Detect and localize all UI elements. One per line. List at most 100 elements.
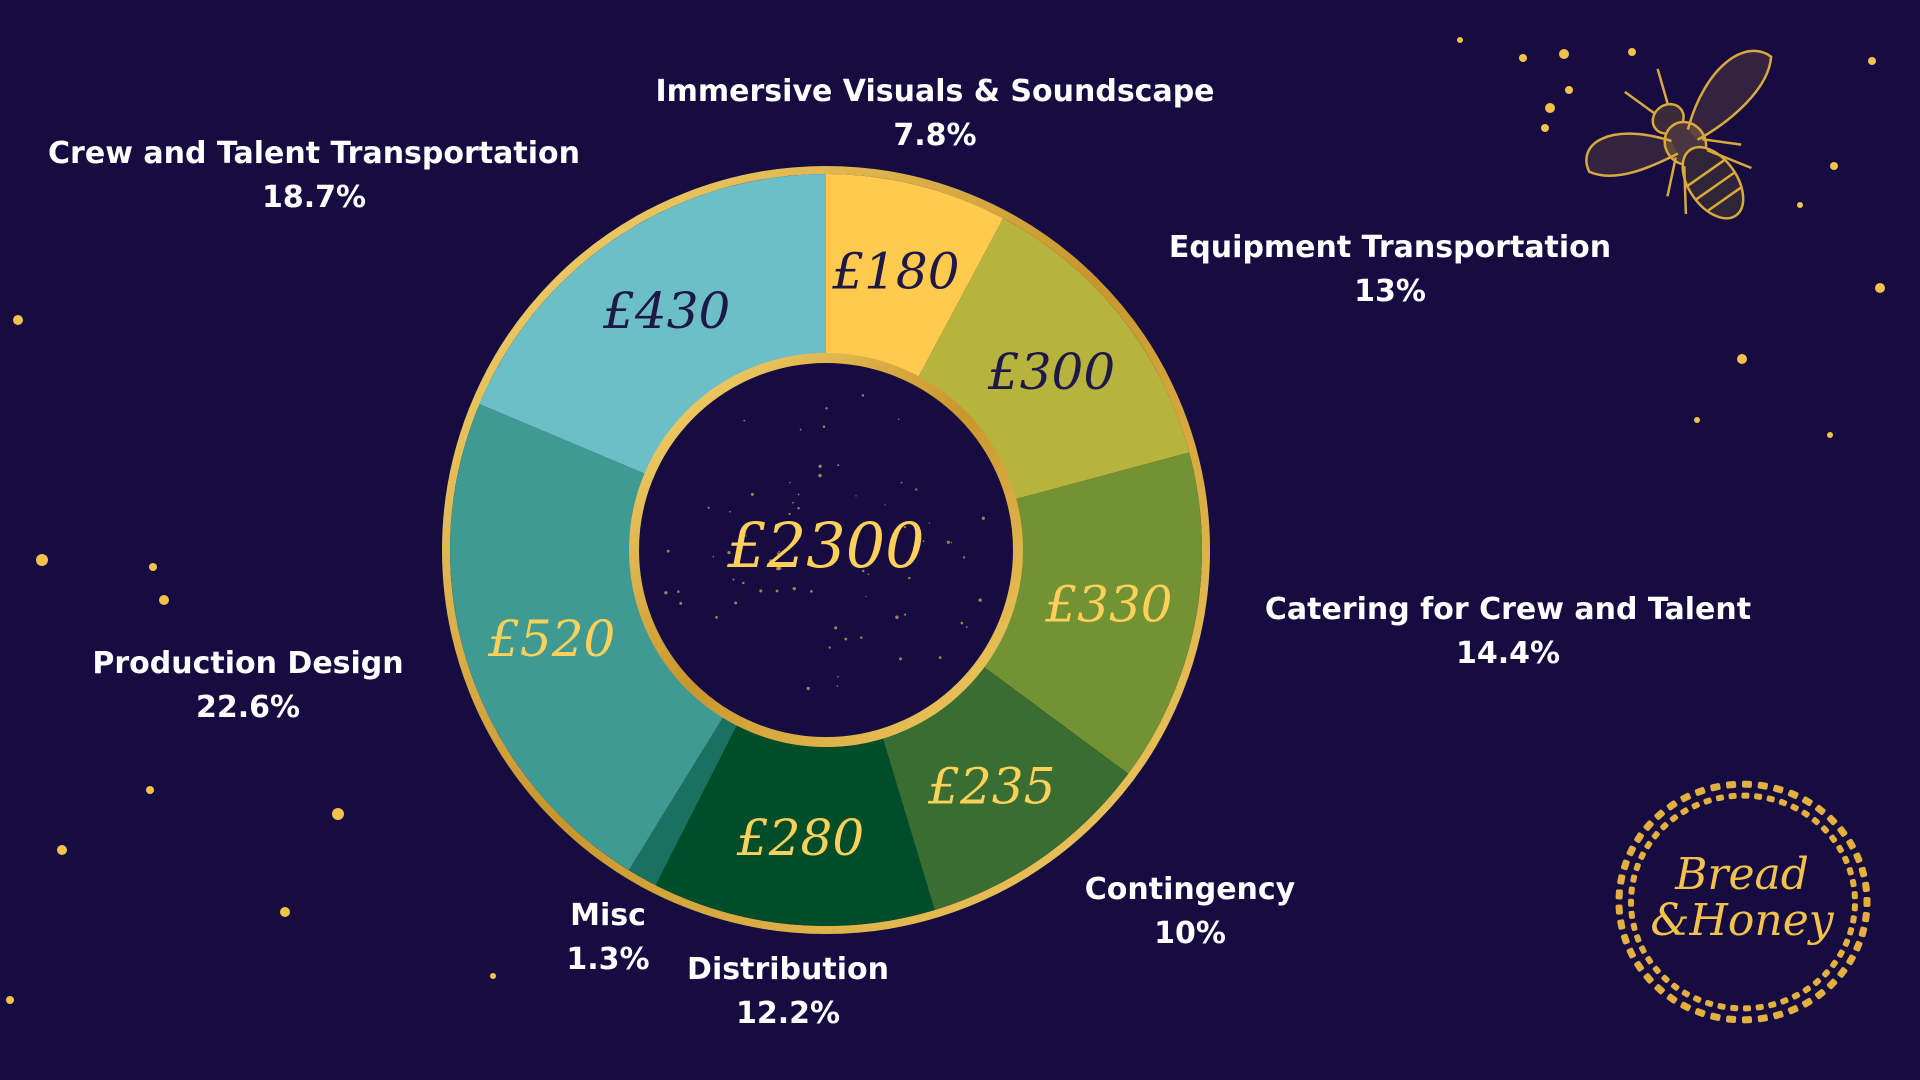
logo-ring-dash — [1630, 922, 1638, 932]
logo-ring-dash — [1627, 898, 1635, 907]
sparkle-dot — [490, 973, 496, 979]
center-sparkle-dot — [742, 581, 745, 585]
logo-ring-dash — [1660, 822, 1669, 831]
donut-slice-value-2: £330 — [1044, 576, 1172, 634]
logo-ring-dash — [1846, 838, 1856, 850]
logo-ring-dash — [1754, 793, 1763, 800]
center-sparkle-dot — [712, 556, 715, 558]
sparkle-dot — [1737, 354, 1747, 364]
logo-ring-dash — [1836, 844, 1844, 854]
sparkle-dot — [6, 996, 14, 1004]
logo-ring-dash — [1791, 991, 1801, 1000]
bread-and-honey-logo-ring — [1615, 780, 1871, 1024]
sparkle-dot — [1559, 49, 1569, 59]
center-sparkle-dot — [861, 394, 865, 397]
sparkle-dot — [1541, 124, 1549, 132]
logo-ring-dash — [1728, 792, 1737, 800]
logo-ring-dash — [1837, 949, 1845, 958]
center-sparkle-dot — [861, 569, 865, 573]
logo-ring-dash — [1829, 834, 1838, 844]
logo-ring-dash — [1615, 904, 1623, 915]
label-contingency: Contingency 10% — [1085, 868, 1295, 956]
center-sparkle-dot — [922, 540, 925, 543]
center-sparkle-dot — [855, 495, 857, 497]
center-sparkle-dot — [844, 637, 848, 641]
center-sparkle-dot — [799, 428, 802, 431]
center-sparkle-dot — [911, 552, 914, 556]
center-sparkle-dot — [707, 506, 710, 509]
center-sparkle-dot — [677, 590, 680, 593]
label-equipment-transportation: Equipment Transportation 13% — [1169, 226, 1611, 314]
center-sparkle-dot — [836, 685, 839, 687]
label-distribution-percent: 12.2% — [735, 996, 841, 1031]
logo-ring-dash — [1691, 801, 1700, 810]
background-sparkles — [6, 37, 1885, 1004]
center-sparkle-dot — [828, 646, 831, 649]
donut-slice-2 — [977, 452, 1202, 774]
center-sparkle-dot — [715, 615, 718, 619]
sparkle-dot — [159, 595, 169, 605]
center-sparkle-dot — [679, 601, 683, 605]
logo-ring-dash — [1787, 789, 1799, 799]
center-sparkle-dot — [860, 636, 863, 639]
donut-slice-0 — [826, 174, 1004, 385]
logo-ring-dash — [1634, 934, 1642, 943]
label-production-design: Production Design 22.6% — [92, 642, 403, 730]
logo-ring-dash — [1652, 965, 1661, 975]
center-sparkle-dot — [745, 525, 748, 527]
logo-ring-dash — [1787, 1005, 1799, 1015]
logo-ring-dash — [1710, 1012, 1721, 1021]
logo-ring-dash — [1626, 947, 1636, 959]
logo-ring-dash — [1717, 1003, 1726, 1010]
logo-ring-dash — [1742, 1005, 1752, 1012]
sparkle-dot — [1519, 54, 1527, 62]
logo-ring-dash — [1847, 927, 1855, 936]
logo-ring-dash — [1680, 792, 1691, 803]
center-sparkle-dot — [837, 464, 840, 467]
sparkle-dot — [280, 907, 290, 917]
logo-ring-dash — [1801, 809, 1810, 818]
center-sparkle-dot — [903, 526, 907, 529]
sparkle-dot — [1875, 283, 1885, 293]
center-sparkle-dot — [906, 561, 909, 564]
logo-ring-dash — [1617, 919, 1626, 930]
center-sparkle-dot — [837, 676, 839, 678]
logo-ring-dash — [1837, 967, 1848, 978]
center-sparkle-dot — [810, 590, 813, 593]
label-immersive-visuals-name: Immersive Visuals & Soundscape — [655, 74, 1215, 109]
logo-ring-dash — [1654, 984, 1665, 995]
center-sparkle-dot — [777, 566, 782, 571]
label-contingency-percent: 10% — [1154, 916, 1226, 951]
center-sparkle-dot — [750, 492, 754, 496]
logo-ring-dash — [1671, 982, 1680, 991]
center-sparkle-dot — [928, 522, 931, 524]
logo-ring-dash — [1815, 804, 1826, 815]
logo-ring-dash — [1628, 910, 1636, 919]
center-sparkle-dot — [729, 510, 731, 513]
logo-ring-dash — [1842, 855, 1850, 865]
sparkle-dot — [13, 315, 23, 325]
donut-slice-3 — [880, 661, 1129, 910]
center-sparkle-dot — [950, 541, 953, 544]
logo-ring-dash — [1639, 945, 1647, 954]
label-catering-name: Catering for Crew and Talent — [1264, 592, 1752, 627]
center-sparkle-dot — [792, 587, 796, 591]
logo-ring-dash — [1846, 954, 1856, 966]
logo-ring-dash — [1826, 978, 1838, 990]
donut-slice-1 — [914, 218, 1190, 502]
label-crew-talent-transportation-name: Crew and Talent Transportation — [48, 136, 580, 171]
logo-ring-dash — [1715, 794, 1725, 802]
logo-ring-dash — [1692, 995, 1702, 1003]
center-sparkle-dot — [946, 540, 950, 544]
label-misc-percent: 1.3% — [566, 942, 650, 977]
logo-ring-dash — [1842, 938, 1851, 947]
logo-ring-dash — [1741, 1016, 1753, 1024]
label-crew-talent-transportation: Crew and Talent Transportation 18.7% — [48, 132, 580, 220]
center-sparkle-dot — [981, 516, 985, 520]
logo-ring-dash — [1853, 940, 1863, 952]
donut-slice-6 — [449, 404, 728, 871]
logo-ring-dash — [1626, 845, 1636, 857]
donut-inner-ring — [629, 353, 1023, 747]
center-sparkle-dot — [797, 507, 800, 510]
logo-ring-dash — [1755, 1003, 1764, 1011]
